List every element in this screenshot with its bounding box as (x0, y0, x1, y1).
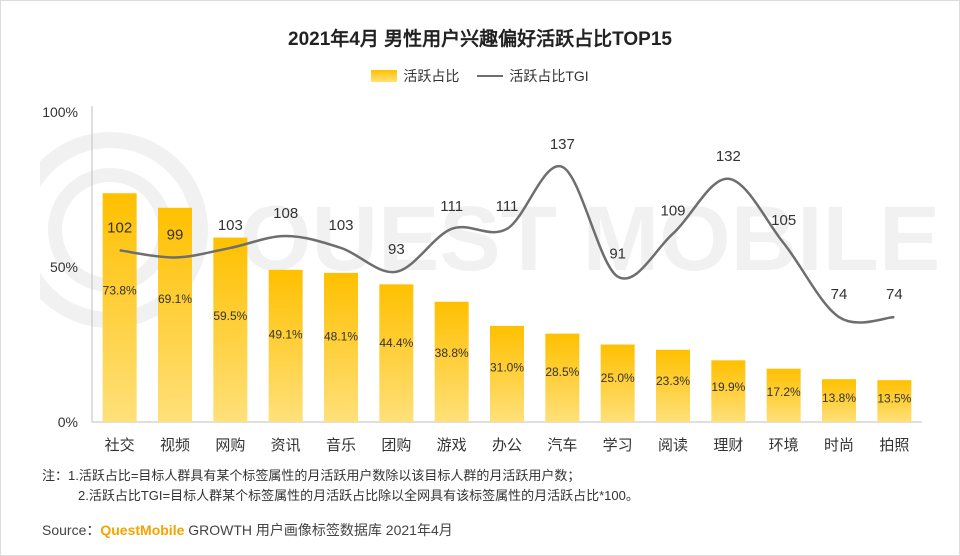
bar-value-label: 38.8% (435, 346, 469, 360)
bar (379, 284, 414, 422)
category-label: 资讯 (271, 437, 301, 454)
category-label: 阅读 (658, 437, 688, 454)
bar-value-label: 31.0% (490, 360, 524, 374)
y-tick-label: 0% (58, 414, 78, 430)
bar (656, 349, 690, 422)
category-label: 网购 (215, 437, 245, 454)
tgi-value-label: 91 (609, 246, 626, 263)
tgi-value-label: 109 (660, 203, 685, 220)
chart-title: 2021年4月 男性用户兴趣偏好活跃占比TOP15 (288, 29, 672, 50)
tgi-value-label: 111 (496, 198, 519, 215)
tgi-value-label: 132 (716, 148, 741, 165)
bar-value-label: 59.5% (213, 309, 247, 323)
bar (600, 344, 635, 422)
bar (545, 333, 580, 422)
bar-value-label: 13.8% (822, 391, 856, 405)
bar (324, 272, 358, 422)
footnotes: 注：1.活跃占比=目标人群具有某个标签属性的月活跃用户数除以该目标人群的月活跃用… (42, 466, 639, 506)
y-tick-label: 100% (42, 104, 78, 120)
category-label: 办公 (492, 437, 522, 454)
bar (766, 368, 801, 422)
legend-item-line: 活跃占比TGI (477, 66, 589, 86)
line-swatch-icon (477, 75, 504, 77)
source-brand: QuestMobile (100, 522, 185, 538)
tgi-value-label: 108 (273, 205, 298, 222)
bar-value-label: 44.4% (379, 336, 413, 350)
bar-swatch-icon (371, 70, 398, 82)
bar (213, 237, 248, 422)
bar-value-label: 69.1% (158, 292, 192, 306)
bar-value-label: 48.1% (324, 330, 358, 344)
bar-value-label: 17.2% (767, 385, 801, 399)
legend-item-bar: 活跃占比 (371, 66, 459, 86)
tgi-value-label: 99 (167, 226, 184, 243)
category-label: 理财 (713, 437, 743, 454)
category-label: 学习 (603, 437, 633, 454)
category-label: 游戏 (437, 437, 467, 454)
category-label: 音乐 (326, 437, 356, 454)
bar (877, 380, 912, 422)
category-label: 汽车 (547, 437, 577, 454)
footnote-1: 注：1.活跃占比=目标人群具有某个标签属性的月活跃用户数除以该目标人群的月活跃用… (42, 468, 581, 483)
tgi-value-label: 111 (440, 198, 463, 215)
bar (711, 360, 746, 422)
bar (434, 301, 469, 422)
bar-value-label: 25.0% (601, 371, 635, 385)
bar (102, 193, 137, 422)
category-label: 环境 (769, 436, 799, 454)
source-prefix: Source： (42, 522, 101, 538)
tgi-value-label: 103 (218, 217, 243, 234)
footnote-2: 2.活跃占比TGI=目标人群某个标签属性的月活跃占比除以全网具有该标签属性的月活… (78, 488, 639, 503)
bar (158, 207, 192, 422)
category-label: 时尚 (824, 437, 854, 454)
bar-value-label: 23.3% (656, 374, 690, 388)
category-label: 视频 (160, 437, 190, 454)
y-tick-label: 50% (50, 259, 78, 275)
source-rest: GROWTH 用户画像标签数据库 2021年4月 (184, 522, 453, 538)
tgi-value-label: 74 (831, 286, 848, 303)
tgi-line (119, 165, 895, 324)
legend-line-label: 活跃占比TGI (509, 68, 589, 84)
bar-value-label: 19.9% (711, 380, 745, 394)
bar (268, 269, 303, 422)
bar-value-label: 49.1% (269, 328, 303, 342)
category-label: 社交 (105, 436, 135, 454)
legend-bar-label: 活跃占比 (403, 68, 460, 84)
source-line: Source：QuestMobile GROWTH 用户画像标签数据库 2021… (42, 520, 453, 540)
tgi-value-label: 93 (388, 241, 405, 258)
bar (822, 379, 856, 422)
bar-value-label: 13.5% (877, 392, 911, 406)
tgi-value-label: 103 (328, 217, 353, 234)
legend: 活跃占比 活跃占比TGI (0, 66, 960, 86)
tgi-value-label: 105 (771, 212, 796, 229)
bar-value-label: 28.5% (545, 365, 579, 379)
bar (490, 325, 524, 422)
category-label: 团购 (381, 437, 411, 454)
tgi-value-label: 137 (550, 136, 575, 153)
tgi-value-label: 102 (107, 219, 132, 236)
bar-value-label: 73.8% (103, 283, 137, 297)
category-label: 拍照 (879, 437, 909, 454)
tgi-value-label: 74 (886, 286, 903, 303)
